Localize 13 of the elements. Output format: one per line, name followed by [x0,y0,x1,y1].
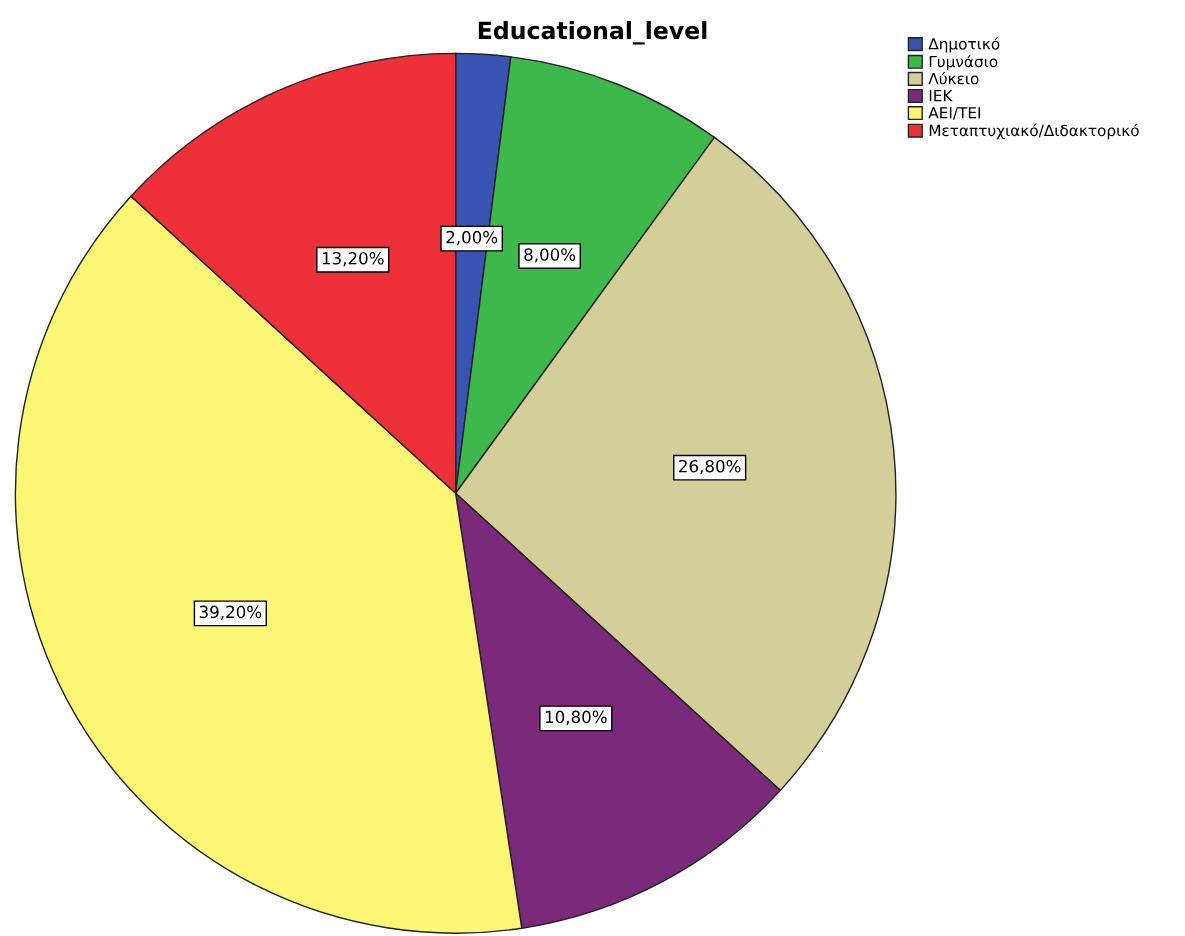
legend-label: Λύκειο [928,71,979,85]
legend-label: ΑΕΙ/ΤΕΙ [928,107,981,120]
data-label: 39,20% [199,605,262,620]
data-label: 13,20% [322,251,384,267]
data-label: 8,00% [524,248,576,263]
data-label: 26,80% [679,459,741,475]
legend-label: Δημοτικό [928,37,1000,53]
data-label: 2,00% [446,230,498,246]
legend-label: Μεταπτυχιακό/Διδακτορικό [929,123,1139,140]
data-label: 10,80% [545,710,607,725]
chart-title: Educational_level [478,21,707,45]
legend-label: Γυμνάσιο [929,54,998,71]
legend-label: ΙΕΚ [929,90,953,102]
